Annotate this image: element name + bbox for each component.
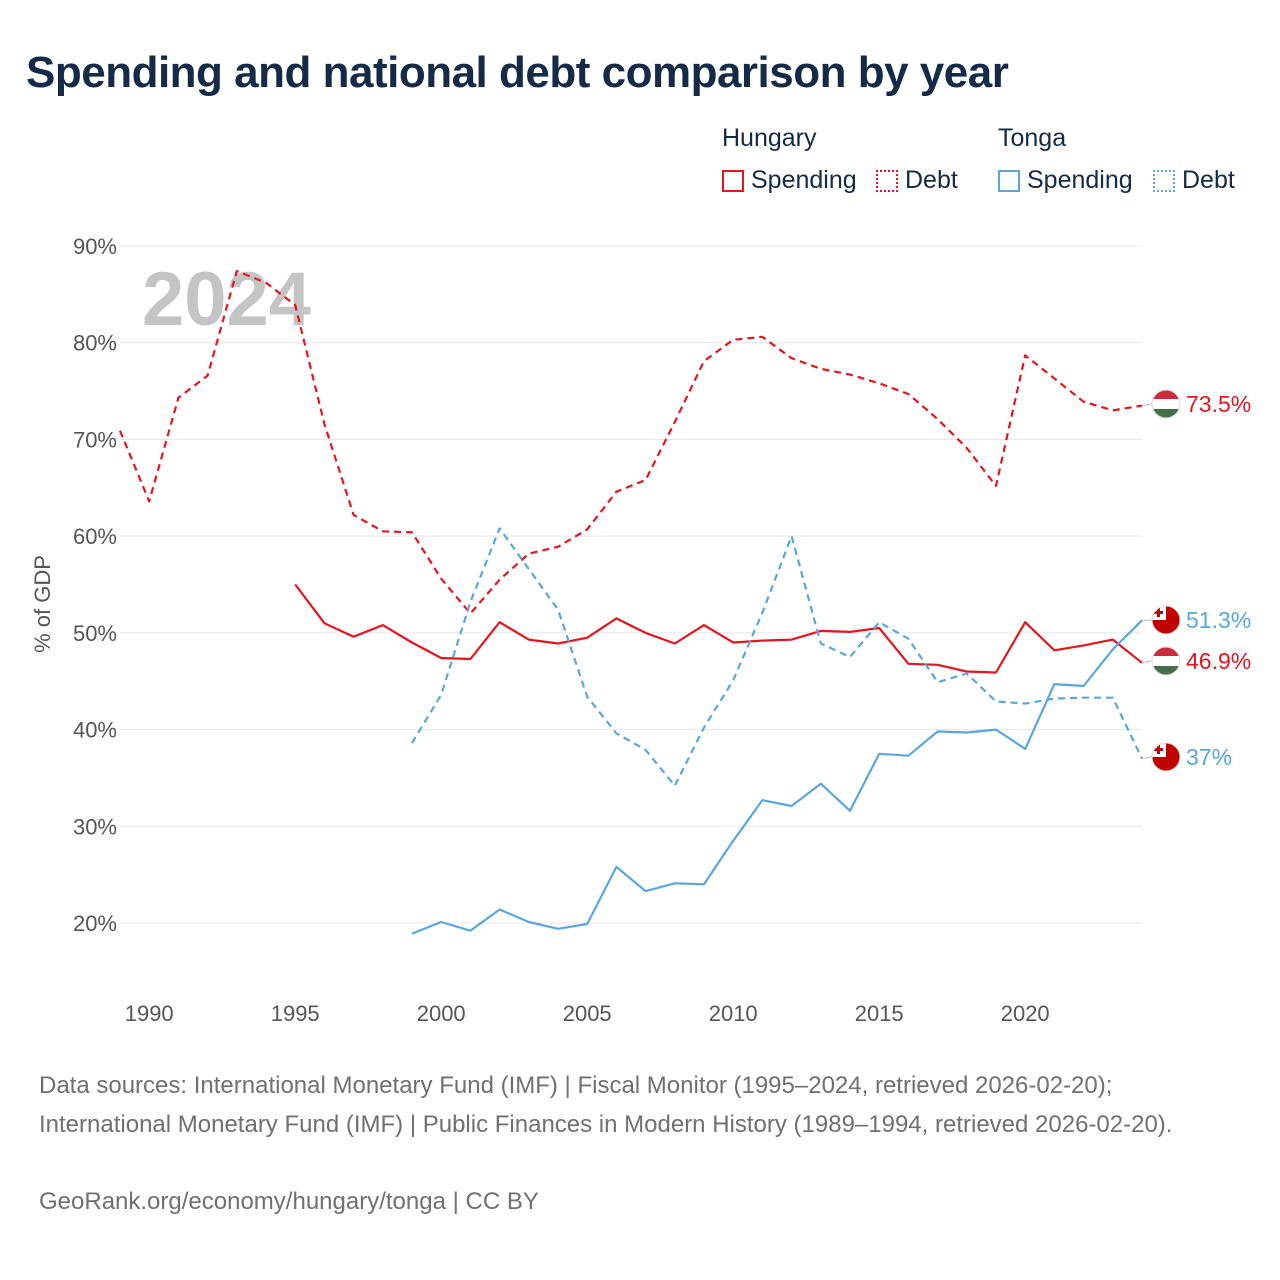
end-value-label: 51.3%	[1186, 607, 1251, 633]
end-labels: 73.5% 46.9% 37% 51.3%	[1141, 389, 1251, 772]
flag-ring	[1151, 646, 1181, 676]
gridlines	[120, 245, 1142, 924]
series-line-tonga-spending[interactable]	[411, 619, 1143, 935]
y-tick-label: 50%	[73, 621, 117, 646]
credit-link[interactable]: GeoRank.org/economy/hungary/tonga | CC B…	[39, 1188, 539, 1215]
end-label-connector	[1141, 660, 1153, 664]
y-tick-label: 60%	[73, 524, 117, 549]
series-line-hungary-debt[interactable]	[118, 270, 1143, 615]
y-tick-label: 80%	[73, 331, 117, 356]
legend-swatch-solid-icon	[998, 169, 1020, 192]
hungary-flag-icon	[1152, 647, 1180, 675]
x-axis-ticks: 1990 1995 2000 2005 2010 2015 2020	[125, 1001, 1050, 1026]
series-line-hungary-spending[interactable]	[294, 583, 1143, 674]
y-tick-label: 40%	[73, 718, 117, 743]
tonga-flag-icon	[1152, 743, 1180, 771]
legend-swatch-solid-icon	[722, 169, 744, 192]
legend-group-tonga: Tonga	[998, 124, 1067, 152]
y-tick-label: 30%	[73, 814, 117, 839]
x-tick-label: 1995	[271, 1001, 320, 1026]
end-label-connector	[1141, 403, 1153, 407]
y-tick-label: 20%	[73, 911, 117, 936]
flag-ring	[1151, 742, 1181, 772]
end-label-connector	[1141, 756, 1153, 760]
legend-label: Debt	[1182, 166, 1235, 194]
x-tick-label: 2020	[1001, 1001, 1050, 1026]
y-axis-ticks: 20% 30% 40% 50% 60% 70% 80% 90%	[73, 234, 117, 936]
x-tick-label: 1990	[125, 1001, 174, 1026]
legend-label: Debt	[905, 166, 958, 194]
hungary-flag-icon	[1152, 390, 1180, 418]
x-tick-label: 2010	[709, 1001, 758, 1026]
series-line-tonga-debt[interactable]	[411, 527, 1143, 787]
chart-title: Spending and national debt comparison by…	[26, 48, 1009, 97]
legend-swatch-dotted-icon	[876, 169, 898, 192]
legend-hungary-spending[interactable]: Spending	[722, 166, 857, 195]
x-tick-label: 2000	[417, 1001, 466, 1026]
legend-label: Spending	[751, 166, 857, 194]
year-watermark: 2024	[142, 257, 311, 342]
end-value-label: 73.5%	[1186, 391, 1251, 417]
y-tick-label: 90%	[73, 234, 117, 259]
flag-ring	[1151, 389, 1181, 419]
tonga-flag-icon	[1152, 606, 1180, 634]
legend-swatch-dotted-icon	[1153, 169, 1175, 192]
legend-tonga-spending[interactable]: Spending	[998, 166, 1133, 195]
flag-ring	[1151, 605, 1181, 635]
y-axis-label: % of GDP	[30, 555, 55, 653]
end-value-label: 37%	[1186, 744, 1232, 770]
x-tick-label: 2015	[855, 1001, 904, 1026]
x-tick-label: 2005	[563, 1001, 612, 1026]
legend-group-hungary: Hungary	[722, 124, 817, 152]
series-lines	[118, 270, 1143, 935]
legend-tonga-debt[interactable]: Debt	[1153, 166, 1235, 195]
end-value-label: 46.9%	[1186, 648, 1251, 674]
legend-label: Spending	[1027, 166, 1133, 194]
data-sources: Data sources: International Monetary Fun…	[39, 1072, 1173, 1138]
legend-hungary-debt[interactable]: Debt	[876, 166, 958, 195]
y-tick-label: 70%	[73, 427, 117, 452]
